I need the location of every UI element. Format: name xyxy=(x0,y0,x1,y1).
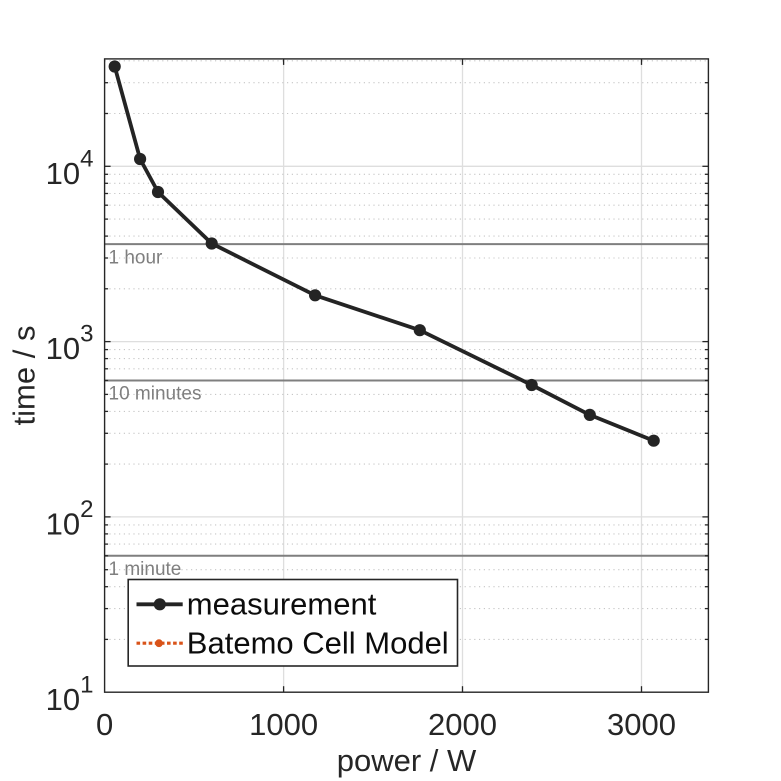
svg-text:0: 0 xyxy=(96,707,113,742)
svg-text:2000: 2000 xyxy=(428,707,497,742)
svg-text:1 minute: 1 minute xyxy=(109,559,182,580)
svg-text:time / s: time / s xyxy=(6,326,41,426)
svg-text:Batemo Cell Model: Batemo Cell Model xyxy=(187,626,449,661)
svg-text:1 hour: 1 hour xyxy=(109,247,164,268)
svg-text:3000: 3000 xyxy=(607,707,676,742)
svg-text:power / W: power / W xyxy=(337,743,477,778)
svg-text:measurement: measurement xyxy=(187,587,377,622)
svg-text:1000: 1000 xyxy=(249,707,318,742)
svg-text:10 minutes: 10 minutes xyxy=(109,384,202,405)
